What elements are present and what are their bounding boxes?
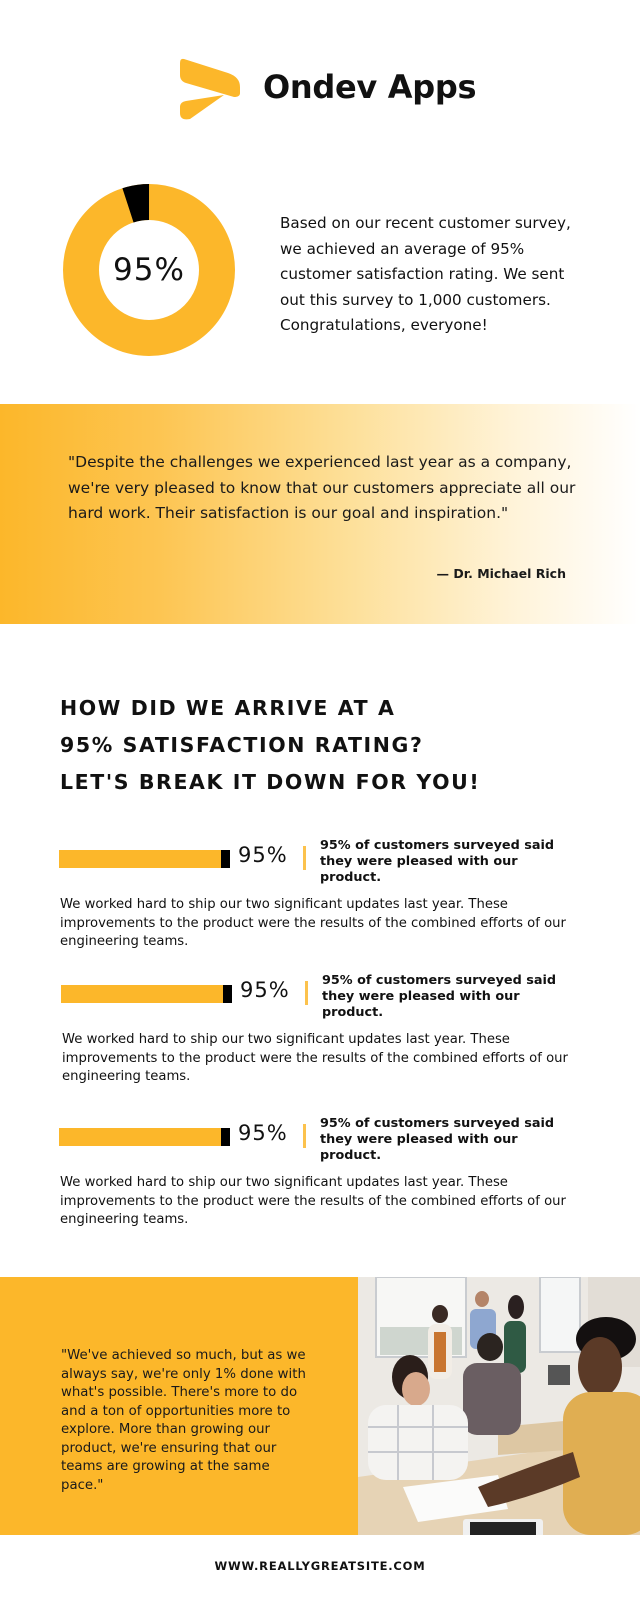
stat-block-1: 95% 95% of customers surveyed said they …	[0, 838, 640, 949]
progress-bar	[61, 985, 232, 1003]
heading-line-2: 95% SATISFACTION RATING?	[60, 733, 424, 757]
stat-block-2: 95% 95% of customers surveyed said they …	[0, 973, 640, 1084]
chevron-play-logo-icon	[180, 58, 240, 120]
stat-value: 95%	[238, 843, 288, 867]
testimonial-quote-band: "Despite the challenges we experienced l…	[0, 404, 640, 624]
stat-description: We worked hard to ship our two significa…	[60, 1175, 566, 1227]
stat-block-3: 95% 95% of customers surveyed said they …	[0, 1116, 640, 1227]
progress-bar-end-marker	[221, 850, 230, 868]
header: Ondev Apps	[0, 55, 640, 125]
stat-caption-line-1: 95% of customers surveyed said	[322, 973, 557, 988]
team-meeting-photo	[358, 1277, 640, 1535]
testimonial-quote: "Despite the challenges we experienced l…	[68, 453, 576, 522]
stat-description: We worked hard to ship our two significa…	[60, 897, 566, 949]
closing-quote: "We've achieved so much, but as we alway…	[61, 1348, 306, 1493]
satisfaction-donut-chart: 95%	[63, 184, 235, 356]
heading-line-1: HOW DID WE ARRIVE AT A	[60, 696, 396, 720]
footer-website[interactable]: WWW.REALLYGREATSITE.COM	[214, 1559, 426, 1573]
progress-bar-end-marker	[221, 1128, 230, 1146]
donut-value-label: 95%	[113, 252, 185, 288]
donut-ring	[63, 184, 235, 356]
brand-name: Ondev Apps	[263, 68, 477, 106]
stat-caption: 95% of customers surveyed said they were…	[322, 973, 582, 1021]
divider	[303, 1124, 306, 1148]
closing-quote-panel: "We've achieved so much, but as we alway…	[0, 1277, 358, 1535]
stat-caption-line-1: 95% of customers surveyed said	[320, 838, 555, 853]
testimonial-author: — Dr. Michael Rich	[436, 566, 566, 581]
stat-value: 95%	[240, 978, 290, 1002]
heading-line-3: LET'S BREAK IT DOWN FOR YOU!	[60, 770, 481, 794]
stat-caption: 95% of customers surveyed said they were…	[320, 1116, 580, 1164]
photo-illustration	[358, 1277, 640, 1535]
stat-description: We worked hard to ship our two significa…	[62, 1032, 568, 1084]
stat-caption-line-2: they were pleased with our product.	[320, 854, 518, 885]
closing-band: "We've achieved so much, but as we alway…	[0, 1277, 640, 1535]
divider	[303, 846, 306, 870]
stat-caption-line-2: they were pleased with our product.	[320, 1132, 518, 1163]
breakdown-heading: HOW DID WE ARRIVE AT A 95% SATISFACTION …	[60, 690, 580, 801]
progress-bar	[59, 1128, 230, 1146]
intro-paragraph: Based on our recent customer survey, we …	[280, 214, 571, 334]
stat-value: 95%	[238, 1121, 288, 1145]
progress-bar	[59, 850, 230, 868]
stat-caption: 95% of customers surveyed said they were…	[320, 838, 580, 886]
divider	[305, 981, 308, 1005]
progress-bar-end-marker	[223, 985, 232, 1003]
stat-caption-line-2: they were pleased with our product.	[322, 989, 520, 1020]
stat-caption-line-1: 95% of customers surveyed said	[320, 1116, 555, 1131]
